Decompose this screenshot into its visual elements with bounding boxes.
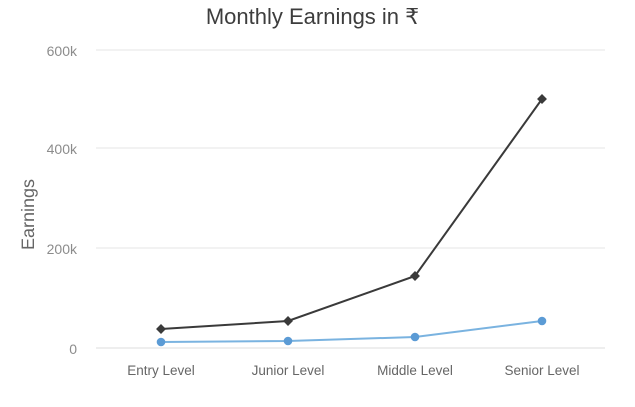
svg-text:Junior Level: Junior Level bbox=[252, 363, 325, 378]
svg-text:400k: 400k bbox=[47, 141, 78, 157]
svg-text:600k: 600k bbox=[47, 43, 78, 59]
svg-text:Senior Level: Senior Level bbox=[504, 363, 579, 378]
svg-text:200k: 200k bbox=[47, 241, 78, 257]
svg-text:0: 0 bbox=[69, 341, 77, 357]
svg-text:Middle Level: Middle Level bbox=[377, 363, 453, 378]
svg-text:Entry Level: Entry Level bbox=[127, 363, 195, 378]
